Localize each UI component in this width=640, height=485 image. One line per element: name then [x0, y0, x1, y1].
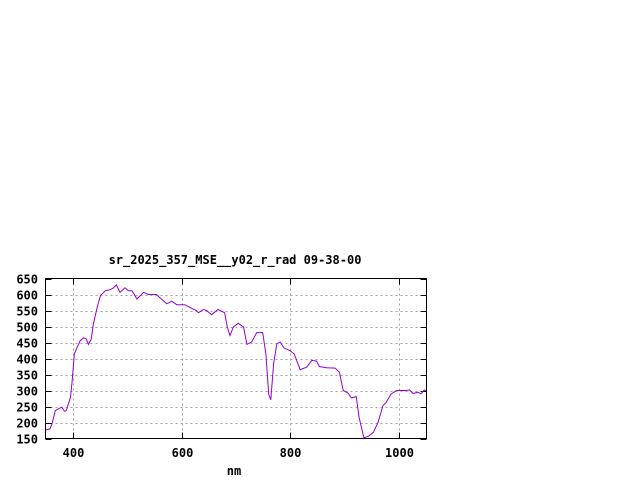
y-tick-label: 450 — [16, 337, 38, 351]
x-tick-label: 600 — [172, 446, 194, 460]
series-line — [45, 284, 427, 439]
y-tick-label: 350 — [16, 369, 38, 383]
x-tick-label: 1000 — [385, 446, 414, 460]
grid — [45, 278, 427, 439]
y-tick-label: 150 — [16, 433, 38, 447]
plot-frame — [45, 278, 427, 439]
y-tick-label: 650 — [16, 273, 38, 287]
ticks: 150 200 250 300 350 400 450 500 550 600 650 400 600 8… — [16, 273, 427, 460]
y-tick-label: 500 — [16, 321, 38, 335]
y-tick-label: 600 — [16, 289, 38, 303]
x-tick-label: 400 — [63, 446, 85, 460]
x-tick-label: 800 — [280, 446, 302, 460]
chart-title: sr_2025_357_MSE__y02_r_rad 09-38-00 — [109, 253, 362, 268]
y-tick-label: 200 — [16, 417, 38, 431]
y-tick-label: 550 — [16, 305, 38, 319]
y-tick-label: 400 — [16, 353, 38, 367]
y-tick-label: 300 — [16, 385, 38, 399]
x-axis-label: nm — [227, 464, 241, 478]
y-tick-label: 250 — [16, 401, 38, 415]
